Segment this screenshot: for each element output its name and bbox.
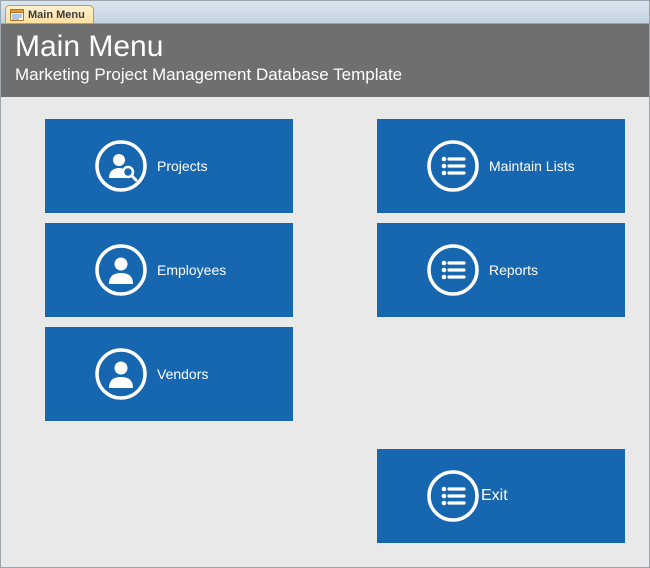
list-icon <box>425 242 481 298</box>
page-subtitle: Marketing Project Management Database Te… <box>15 65 635 85</box>
form-window: Main Menu Main Menu Marketing Project Ma… <box>0 0 650 568</box>
tile-label: Employees <box>157 262 226 278</box>
exit-area: Exit <box>377 449 625 543</box>
tile-projects[interactable]: Projects <box>45 119 293 213</box>
right-column: Maintain Lists Rep <box>377 119 625 317</box>
left-column: Projects Employees <box>45 119 293 421</box>
list-icon <box>425 468 481 524</box>
tile-label: Vendors <box>157 366 208 382</box>
person-icon <box>93 242 149 298</box>
tile-stack-left: Projects Employees <box>45 119 293 421</box>
tile-label: Reports <box>489 262 538 278</box>
tile-maintain-lists[interactable]: Maintain Lists <box>377 119 625 213</box>
tile-label: Maintain Lists <box>489 158 575 174</box>
tab-main-menu[interactable]: Main Menu <box>5 5 94 23</box>
tab-label: Main Menu <box>28 9 85 21</box>
tile-stack-right: Maintain Lists Rep <box>377 119 625 317</box>
form-icon <box>10 9 24 21</box>
tile-reports[interactable]: Reports <box>377 223 625 317</box>
list-icon <box>425 138 481 194</box>
tile-label: Exit <box>481 487 508 505</box>
tab-bar: Main Menu <box>1 1 649 24</box>
person-search-icon <box>93 138 149 194</box>
page-title: Main Menu <box>15 30 635 63</box>
person-icon <box>93 346 149 402</box>
tile-label: Projects <box>157 158 208 174</box>
header-band: Main Menu Marketing Project Management D… <box>1 24 649 97</box>
tile-employees[interactable]: Employees <box>45 223 293 317</box>
tile-vendors[interactable]: Vendors <box>45 327 293 421</box>
menu-body: Projects Employees <box>1 97 649 119</box>
tile-exit[interactable]: Exit <box>377 449 625 543</box>
